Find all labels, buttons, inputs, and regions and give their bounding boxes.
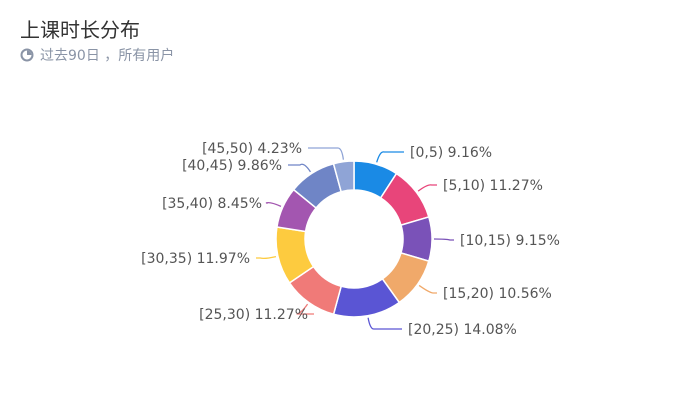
label-leader-line [308, 147, 345, 160]
subtitle-text: 过去90日 ，所有用户 [40, 48, 175, 64]
label-leader-line [367, 317, 402, 330]
slice-label: [15,20) 10.56% [443, 286, 552, 302]
donut-slice[interactable] [332, 160, 355, 193]
slice-label: [0,5) 9.16% [410, 145, 492, 161]
slice-label: [25,30) 11.27% [199, 307, 308, 323]
slice-label: [35,40) 8.45% [162, 196, 262, 212]
slice-label: [5,10) 11.27% [443, 178, 543, 194]
label-leader-line [265, 201, 282, 207]
subtitle: 过去90日 ，所有用户 [20, 45, 174, 65]
label-leader-line [418, 284, 437, 294]
slice-label: [10,15) 9.15% [460, 233, 560, 249]
label-leader-line [433, 238, 454, 241]
label-leader-line [256, 255, 277, 260]
label-leader-line [376, 151, 404, 163]
chart-title: 上课时长分布 [20, 18, 140, 42]
slice-label: [45,50) 4.23% [202, 141, 302, 157]
label-leader-line [288, 163, 312, 173]
slice-label: [30,35) 11.97% [141, 251, 250, 267]
label-leader-line [296, 303, 314, 315]
slice-label: [20,25) 14.08% [408, 322, 517, 338]
label-leader-line [417, 184, 437, 192]
pie-clock-icon [20, 48, 34, 62]
slice-label: [40,45) 9.86% [182, 158, 282, 174]
